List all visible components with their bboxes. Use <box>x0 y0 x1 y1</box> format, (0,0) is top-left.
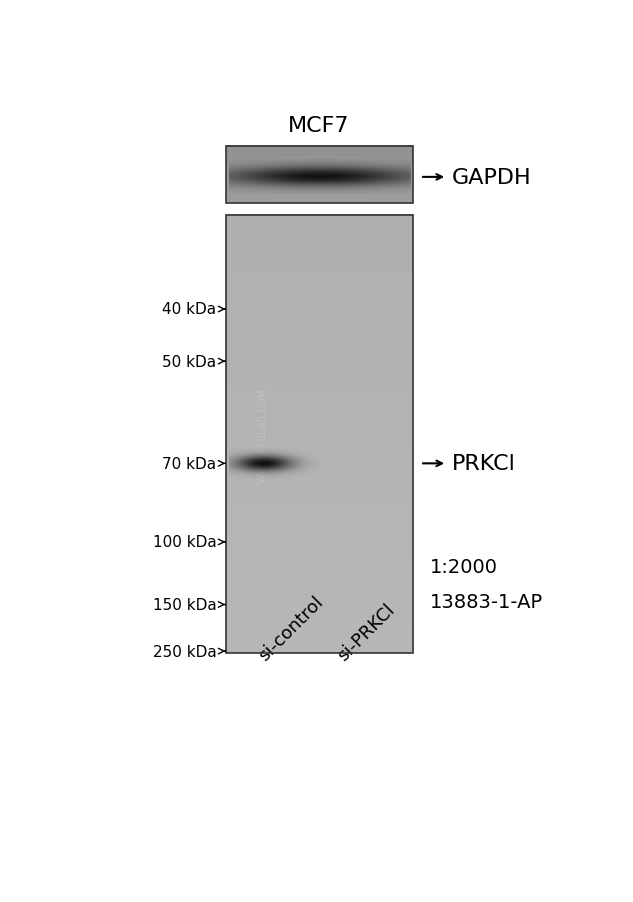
Text: si-control: si-control <box>255 593 327 664</box>
Text: 50 kDa: 50 kDa <box>162 354 216 369</box>
Text: 70 kDa: 70 kDa <box>162 456 216 472</box>
Text: GAPDH: GAPDH <box>452 168 532 188</box>
Text: si-PRKCl: si-PRKCl <box>334 600 398 664</box>
Text: WWW.PTGLAB.COM: WWW.PTGLAB.COM <box>258 387 268 483</box>
Text: 150 kDa: 150 kDa <box>153 597 216 612</box>
Text: 100 kDa: 100 kDa <box>153 535 216 550</box>
Text: 40 kDa: 40 kDa <box>162 302 216 318</box>
Text: PRKCl: PRKCl <box>452 454 516 474</box>
Bar <box>227 216 413 653</box>
Text: MCF7: MCF7 <box>288 115 349 135</box>
Text: 1:2000: 1:2000 <box>430 557 498 576</box>
Text: 250 kDa: 250 kDa <box>153 644 216 658</box>
Text: 13883-1-AP: 13883-1-AP <box>430 592 543 611</box>
Bar <box>227 146 413 204</box>
